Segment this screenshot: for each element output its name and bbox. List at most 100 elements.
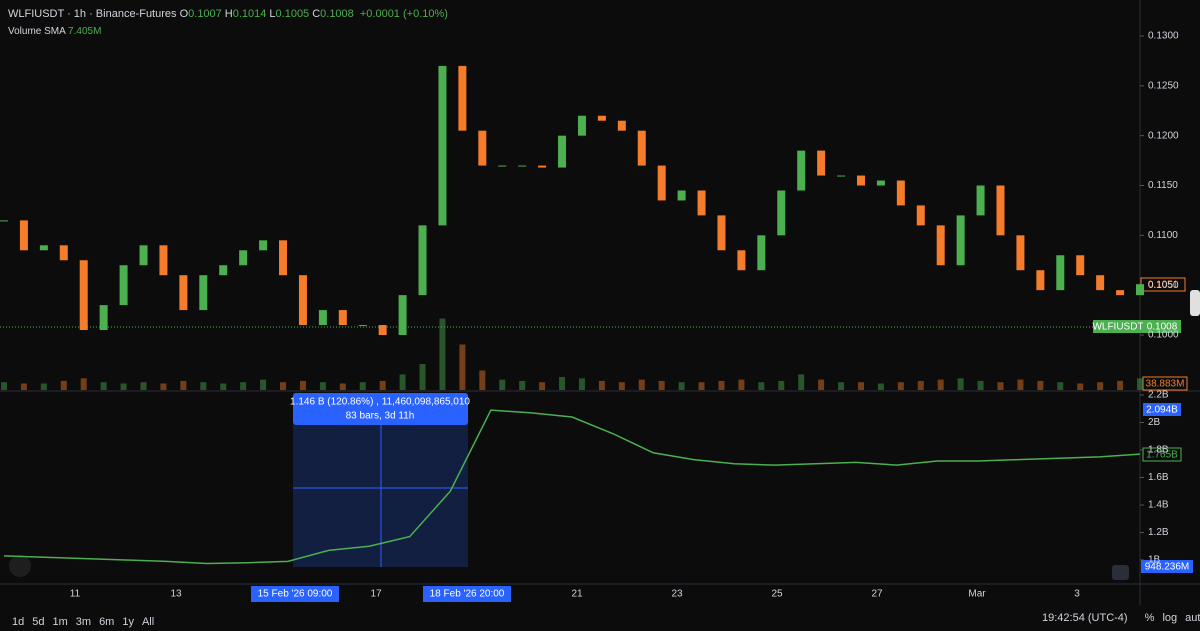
scale-option[interactable]: auto: [1185, 612, 1200, 624]
volume-bar: [459, 344, 466, 390]
candle: [558, 135, 567, 168]
y-tick-label: 1.4B: [1148, 500, 1169, 511]
candle: [39, 245, 48, 251]
volume-bar: [838, 382, 845, 390]
clock: 19:42:54 (UTC-4): [1042, 612, 1128, 624]
candle: [378, 325, 387, 335]
time-label: 15 Feb '26 09:00: [258, 589, 333, 600]
volume-bar: [857, 382, 864, 390]
volume-bar: [997, 382, 1004, 390]
candle: [737, 250, 746, 271]
candle: [1136, 284, 1144, 296]
range-button[interactable]: 6m: [99, 616, 115, 628]
logo: [9, 555, 31, 577]
volume-bar: [658, 380, 665, 390]
candle: [896, 180, 905, 206]
candle: [358, 325, 367, 327]
candle: [458, 65, 467, 131]
candle: [817, 150, 826, 176]
range-button[interactable]: 5d: [32, 616, 45, 628]
range-bar: 1d 5d 1m 3m 6m 1y All: [12, 612, 162, 630]
ohlc-key: C: [312, 8, 321, 20]
volume-bar: [758, 382, 765, 390]
volume-bar: [578, 378, 585, 390]
time-highlight: [423, 586, 511, 602]
scroll-button[interactable]: [1112, 565, 1129, 580]
volume-bar: [618, 382, 625, 390]
volume-bar: [379, 380, 386, 390]
range-button[interactable]: 1y: [122, 616, 134, 628]
candle: [298, 275, 307, 326]
status-bar: 19:42:54 (UTC-4) % logauto: [1042, 612, 1200, 624]
y-tick-label: 1.8B: [1148, 445, 1169, 456]
candle: [1116, 290, 1125, 296]
candle: [717, 215, 726, 251]
y-tick-label: 1.2B: [1148, 527, 1169, 538]
volume-bar: [280, 382, 287, 390]
indicator-legend: Volume SMA 7.405M: [8, 26, 101, 37]
time-label: 27: [871, 589, 883, 600]
volume-bar: [1057, 382, 1064, 390]
candle: [259, 240, 268, 251]
volume-bar: [1037, 380, 1044, 390]
measure-line1: 1.146 B (120.86%) , 11,460,098,865,010: [290, 397, 470, 408]
volume-bar: [598, 380, 605, 390]
scale-options: % logauto: [1145, 612, 1200, 624]
candle: [498, 165, 507, 167]
y-tick-label: 1B: [1148, 555, 1161, 566]
candle: [657, 165, 666, 201]
volume-bar: [339, 383, 346, 390]
candle: [876, 180, 885, 186]
candle: [976, 185, 985, 216]
ohlc-value: 0.1014: [232, 8, 267, 20]
ohlc-value: 0.1008: [320, 8, 354, 20]
volume-bar: [1137, 378, 1143, 390]
candle: [219, 265, 228, 276]
time-label: 11: [70, 589, 81, 600]
ohlc-value: 0.1005: [275, 8, 310, 20]
volume-bar: [319, 382, 326, 390]
volume-bar: [1, 382, 7, 390]
scale-option[interactable]: log: [1162, 612, 1178, 624]
volume-bar: [937, 379, 944, 390]
candle: [617, 120, 626, 131]
ohlc-key: L: [269, 8, 276, 20]
side-toggle[interactable]: [1190, 290, 1200, 316]
candle: [159, 245, 168, 276]
candle: [538, 165, 547, 168]
candle: [996, 185, 1005, 236]
candle: [119, 265, 128, 306]
badge-text: 0.1051: [1148, 280, 1179, 291]
volume-bar: [977, 380, 984, 390]
indicator-line: [3, 409, 1141, 565]
candle: [577, 115, 586, 136]
y-tick-label: 0.1300: [1148, 31, 1179, 42]
candle: [677, 190, 686, 201]
volume-bar: [519, 380, 526, 390]
candle: [478, 130, 487, 166]
volume-bar: [140, 382, 147, 390]
badge: [1142, 447, 1182, 462]
volume-bar: [260, 379, 267, 390]
volume-bar: [678, 382, 685, 390]
volume-bar: [1097, 382, 1104, 390]
volume-bar: [778, 380, 785, 390]
range-button[interactable]: 3m: [75, 616, 92, 628]
volume-bar: [957, 378, 964, 390]
time-label: 25: [771, 589, 783, 600]
y-tick-label: 0.1100: [1148, 230, 1178, 241]
volume-bar: [100, 382, 107, 390]
volume-bar: [80, 378, 87, 390]
candle: [1056, 255, 1065, 291]
scale-option[interactable]: %: [1144, 612, 1155, 624]
volume-bar: [419, 364, 426, 390]
badge-text: 948.236M: [1145, 562, 1189, 573]
volume-bar: [897, 382, 904, 390]
volume-bar: [818, 379, 825, 390]
badge: [1142, 376, 1188, 391]
range-button[interactable]: All: [141, 616, 155, 628]
range-button[interactable]: 1d: [12, 616, 25, 628]
volume-bar: [60, 380, 67, 390]
range-button[interactable]: 1m: [52, 616, 68, 628]
